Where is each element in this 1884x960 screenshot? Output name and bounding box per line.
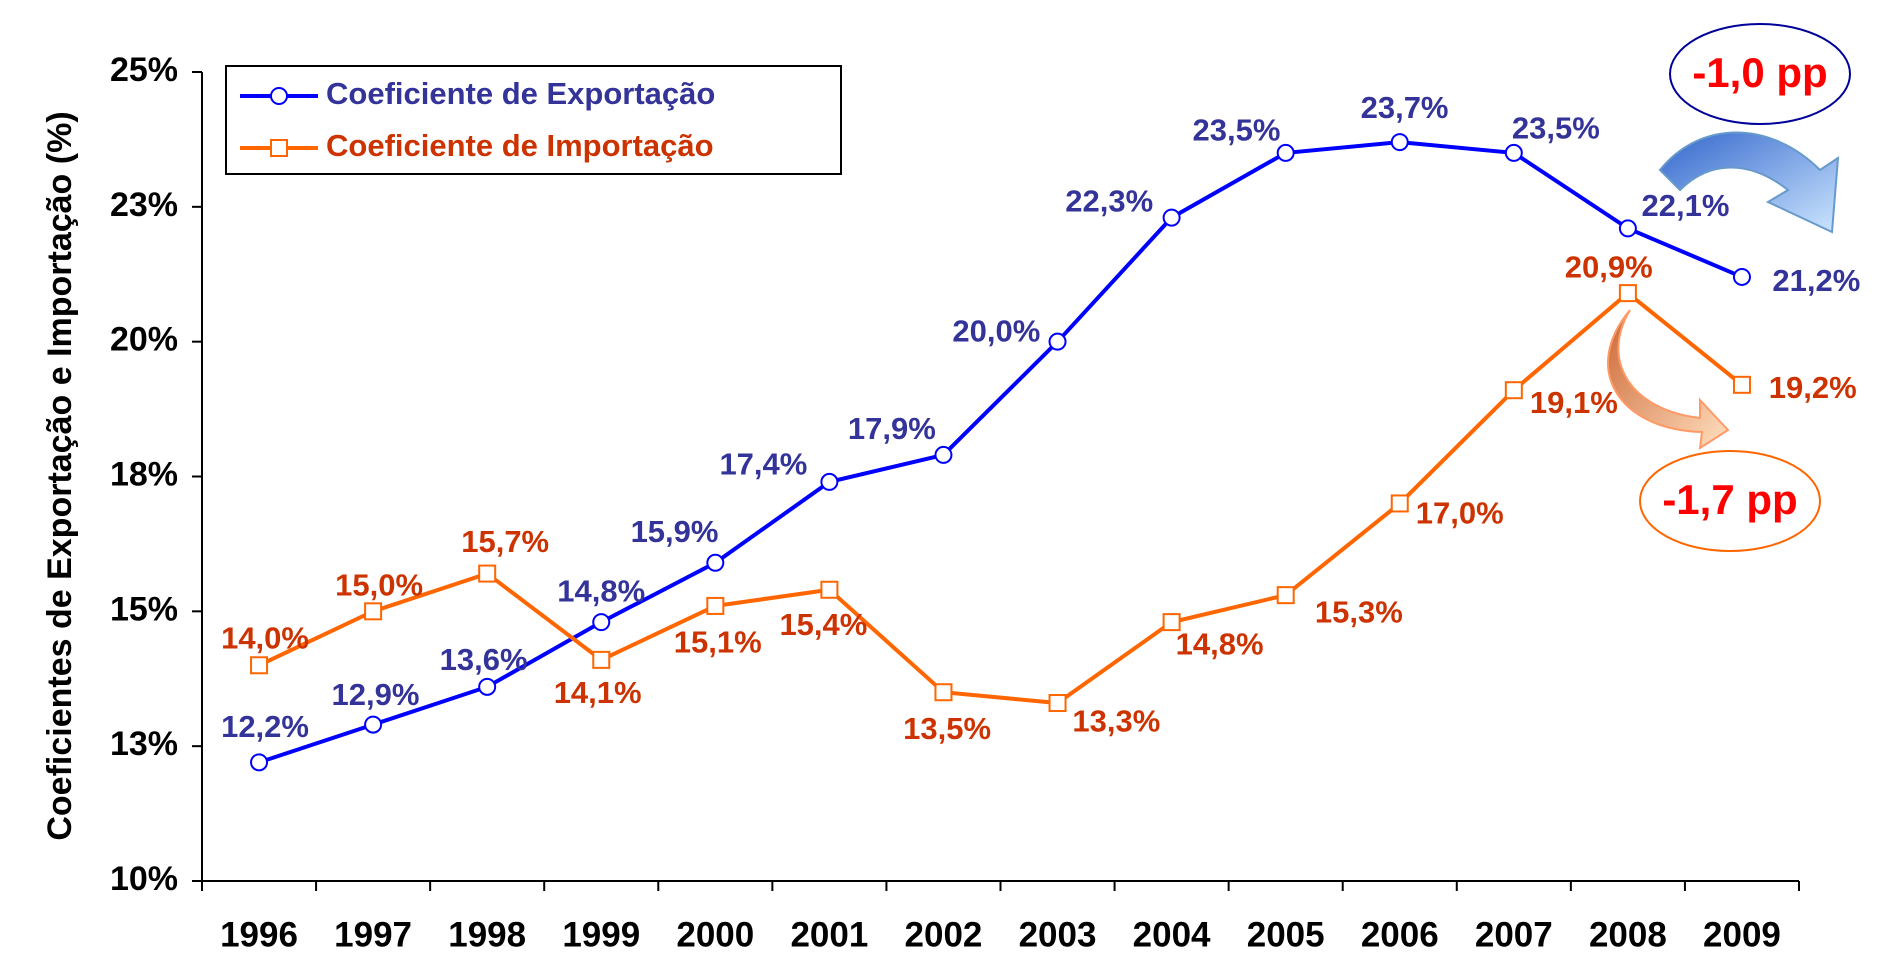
y-tick-label: 18%	[110, 455, 178, 493]
data-label: 14,1%	[554, 675, 642, 710]
data-label: 15,7%	[461, 524, 549, 559]
marker	[1392, 134, 1408, 150]
data-label: 12,2%	[221, 709, 309, 744]
marker	[707, 598, 723, 614]
marker	[1392, 495, 1408, 511]
x-tick-label: 2003	[1019, 915, 1097, 954]
x-tick-label: 2000	[676, 915, 754, 954]
y-tick-label: 15%	[110, 590, 178, 628]
x-tick-label: 1998	[448, 915, 526, 954]
marker	[1050, 334, 1066, 350]
x-tick-label: 2004	[1133, 915, 1211, 954]
marker	[1506, 145, 1522, 161]
x-tick-label: 1999	[562, 915, 640, 954]
data-label: 17,0%	[1416, 496, 1504, 531]
y-tick-label: 25%	[110, 51, 178, 89]
marker	[251, 754, 267, 770]
marker	[365, 717, 381, 733]
x-tick-label: 1996	[220, 915, 298, 954]
x-tick-label: 2001	[790, 915, 868, 954]
legend-marker	[271, 140, 287, 156]
data-label: 13,3%	[1072, 704, 1160, 739]
data-label: 19,1%	[1530, 385, 1618, 420]
data-label: 13,5%	[903, 711, 991, 746]
data-label: 22,1%	[1642, 188, 1730, 223]
y-tick-label: 13%	[110, 725, 178, 763]
y-tick-label: 10%	[110, 860, 178, 898]
data-label: 23,5%	[1193, 113, 1281, 148]
data-label: 23,7%	[1361, 90, 1449, 125]
marker	[251, 657, 267, 673]
marker	[479, 679, 495, 695]
marker	[593, 652, 609, 668]
marker	[1164, 210, 1180, 226]
x-tick-label: 2002	[905, 915, 983, 954]
data-label: 13,6%	[440, 642, 528, 677]
data-label: 14,0%	[221, 620, 309, 655]
data-label: 15,0%	[335, 568, 423, 603]
data-label: 20,9%	[1565, 249, 1653, 284]
marker	[479, 566, 495, 582]
marker	[593, 614, 609, 630]
marker	[707, 555, 723, 571]
marker	[821, 582, 837, 598]
data-label: 14,8%	[1176, 626, 1264, 661]
chart: Coeficientes de Exportação e Importação …	[0, 0, 1884, 960]
data-label: 23,5%	[1512, 110, 1600, 145]
x-tick-label: 2007	[1475, 915, 1553, 954]
data-label: 15,9%	[631, 514, 719, 549]
y-tick-label: 23%	[110, 186, 178, 224]
data-label: 15,4%	[779, 607, 867, 642]
x-tick-label: 2005	[1247, 915, 1325, 954]
y-axis-title: Coeficientes de Exportação e Importação …	[41, 111, 79, 840]
data-label: 17,4%	[719, 446, 807, 481]
x-tick-label: 2008	[1589, 915, 1667, 954]
marker	[821, 474, 837, 490]
x-tick-label: 2006	[1361, 915, 1439, 954]
marker	[935, 684, 951, 700]
data-label: 20,0%	[952, 313, 1040, 348]
marker	[1506, 382, 1522, 398]
arrow-decoration	[1608, 310, 1728, 448]
marker	[365, 603, 381, 619]
data-label: 15,1%	[674, 625, 762, 660]
data-label: 19,2%	[1769, 370, 1857, 405]
annotation: -1,7 pp	[1662, 476, 1797, 523]
data-label: 17,9%	[848, 411, 936, 446]
legend-label: Coeficiente de Importação	[326, 128, 714, 163]
legend-marker	[271, 88, 287, 104]
marker	[1620, 220, 1636, 236]
data-label: 21,2%	[1772, 263, 1860, 298]
x-tick-label: 1997	[334, 915, 412, 954]
marker	[1734, 269, 1750, 285]
data-label: 22,3%	[1065, 183, 1153, 218]
legend-label: Coeficiente de Exportação	[326, 76, 715, 111]
x-tick-label: 2009	[1703, 915, 1781, 954]
marker	[1620, 285, 1636, 301]
data-label: 12,9%	[332, 677, 420, 712]
marker	[1734, 377, 1750, 393]
marker	[935, 447, 951, 463]
annotation: -1,0 pp	[1692, 49, 1827, 96]
marker	[1050, 695, 1066, 711]
data-label: 15,3%	[1315, 595, 1403, 630]
data-label: 14,8%	[557, 574, 645, 609]
y-tick-label: 20%	[110, 321, 178, 359]
marker	[1278, 587, 1294, 603]
